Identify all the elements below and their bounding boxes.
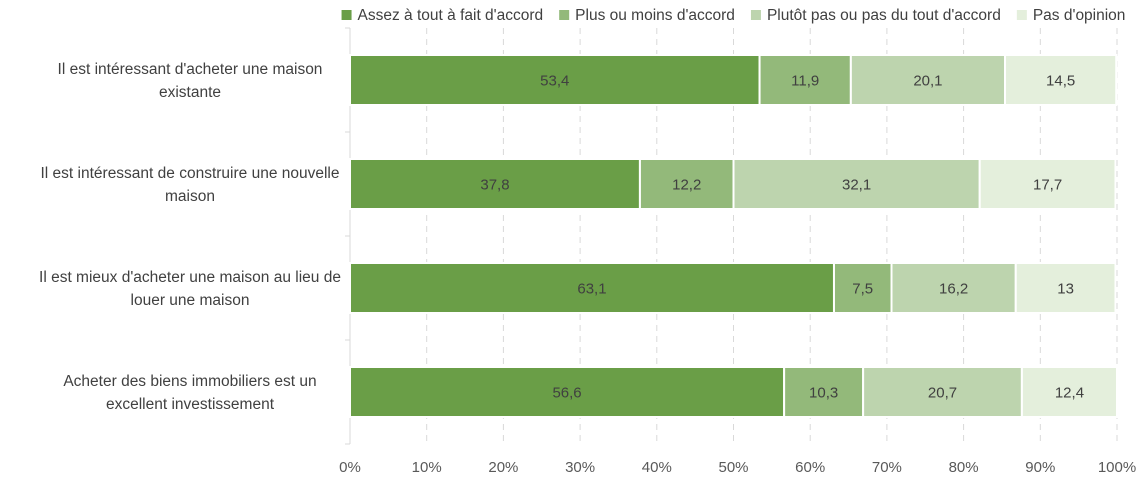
legend-label: Plutôt pas ou pas du tout d'accord xyxy=(767,7,1001,24)
data-label: 53,4 xyxy=(540,73,569,90)
data-label: 17,7 xyxy=(1033,177,1062,194)
data-label: 56,6 xyxy=(552,385,581,402)
data-label: 10,3 xyxy=(809,385,838,402)
x-tick-label: 50% xyxy=(718,459,748,476)
bar-segment xyxy=(758,54,852,106)
data-label-layer: 53,4 11,9 20,1 14,5 37,8 12,2 32,1 17,7 63,1 7,5 1… xyxy=(480,73,1084,402)
legend-label: Plus ou moins d'accord xyxy=(575,7,735,24)
category-label: Acheter des biens immobiliers est un exce… xyxy=(63,373,316,413)
x-tick-label: 40% xyxy=(642,459,672,476)
x-tick-label: 90% xyxy=(1025,459,1055,476)
bar-segment xyxy=(732,158,981,210)
data-label: 20,1 xyxy=(913,73,942,90)
category-label: Il est intéressant d'acheter une maison e… xyxy=(58,61,323,101)
bar-segment xyxy=(1014,262,1117,314)
x-tick-label: 80% xyxy=(949,459,979,476)
data-label: 13 xyxy=(1057,281,1074,298)
legend-swatch xyxy=(341,10,352,20)
x-tick-label: 10% xyxy=(412,459,442,476)
bar-segment xyxy=(349,262,835,314)
bar-segment xyxy=(349,54,761,106)
data-label: 63,1 xyxy=(577,281,606,298)
data-label: 12,4 xyxy=(1055,385,1084,402)
bar-segment xyxy=(1004,54,1118,106)
x-tick-label: 30% xyxy=(565,459,595,476)
bar-segment xyxy=(349,158,641,210)
bar-layer xyxy=(349,54,1119,418)
x-tick-label: 20% xyxy=(488,459,518,476)
bar-segment xyxy=(832,262,893,314)
data-label: 12,2 xyxy=(672,177,701,194)
data-label: 20,7 xyxy=(928,385,957,402)
legend-swatch xyxy=(750,10,761,20)
bar-segment xyxy=(783,366,865,418)
x-tick-label: 100% xyxy=(1098,459,1136,476)
data-label: 37,8 xyxy=(480,177,509,194)
x-tick-layer: 0% 10% 20% 30% 40% 50% 60% 70% 80% 90% 100% xyxy=(339,459,1136,476)
category-label: Il est mieux d'acheter une maison au lie… xyxy=(39,269,341,309)
legend: Assez à tout à fait d'accord Plus ou moin… xyxy=(341,7,1126,24)
data-label: 11,9 xyxy=(791,73,819,90)
bar-segment xyxy=(978,158,1117,210)
category-label: Il est intéressant de construire une nou… xyxy=(41,165,340,205)
bar-segment xyxy=(862,366,1023,418)
data-label: 14,5 xyxy=(1046,73,1075,90)
legend-label: Pas d'opinion xyxy=(1033,7,1126,24)
bar-segment xyxy=(1020,366,1119,418)
bar-segment xyxy=(638,158,735,210)
data-label: 7,5 xyxy=(852,281,873,298)
x-tick-label: 60% xyxy=(795,459,825,476)
data-label: 16,2 xyxy=(939,281,968,298)
x-tick-label: 70% xyxy=(872,459,902,476)
category-label-layer: Il est intéressant d'acheter une maison e… xyxy=(39,61,341,413)
legend-swatch xyxy=(1016,10,1027,20)
bar-segment xyxy=(849,54,1007,106)
legend-swatch xyxy=(559,10,570,20)
data-label: 32,1 xyxy=(842,177,871,194)
legend-label: Assez à tout à fait d'accord xyxy=(358,7,544,24)
x-tick-label: 0% xyxy=(339,459,361,476)
